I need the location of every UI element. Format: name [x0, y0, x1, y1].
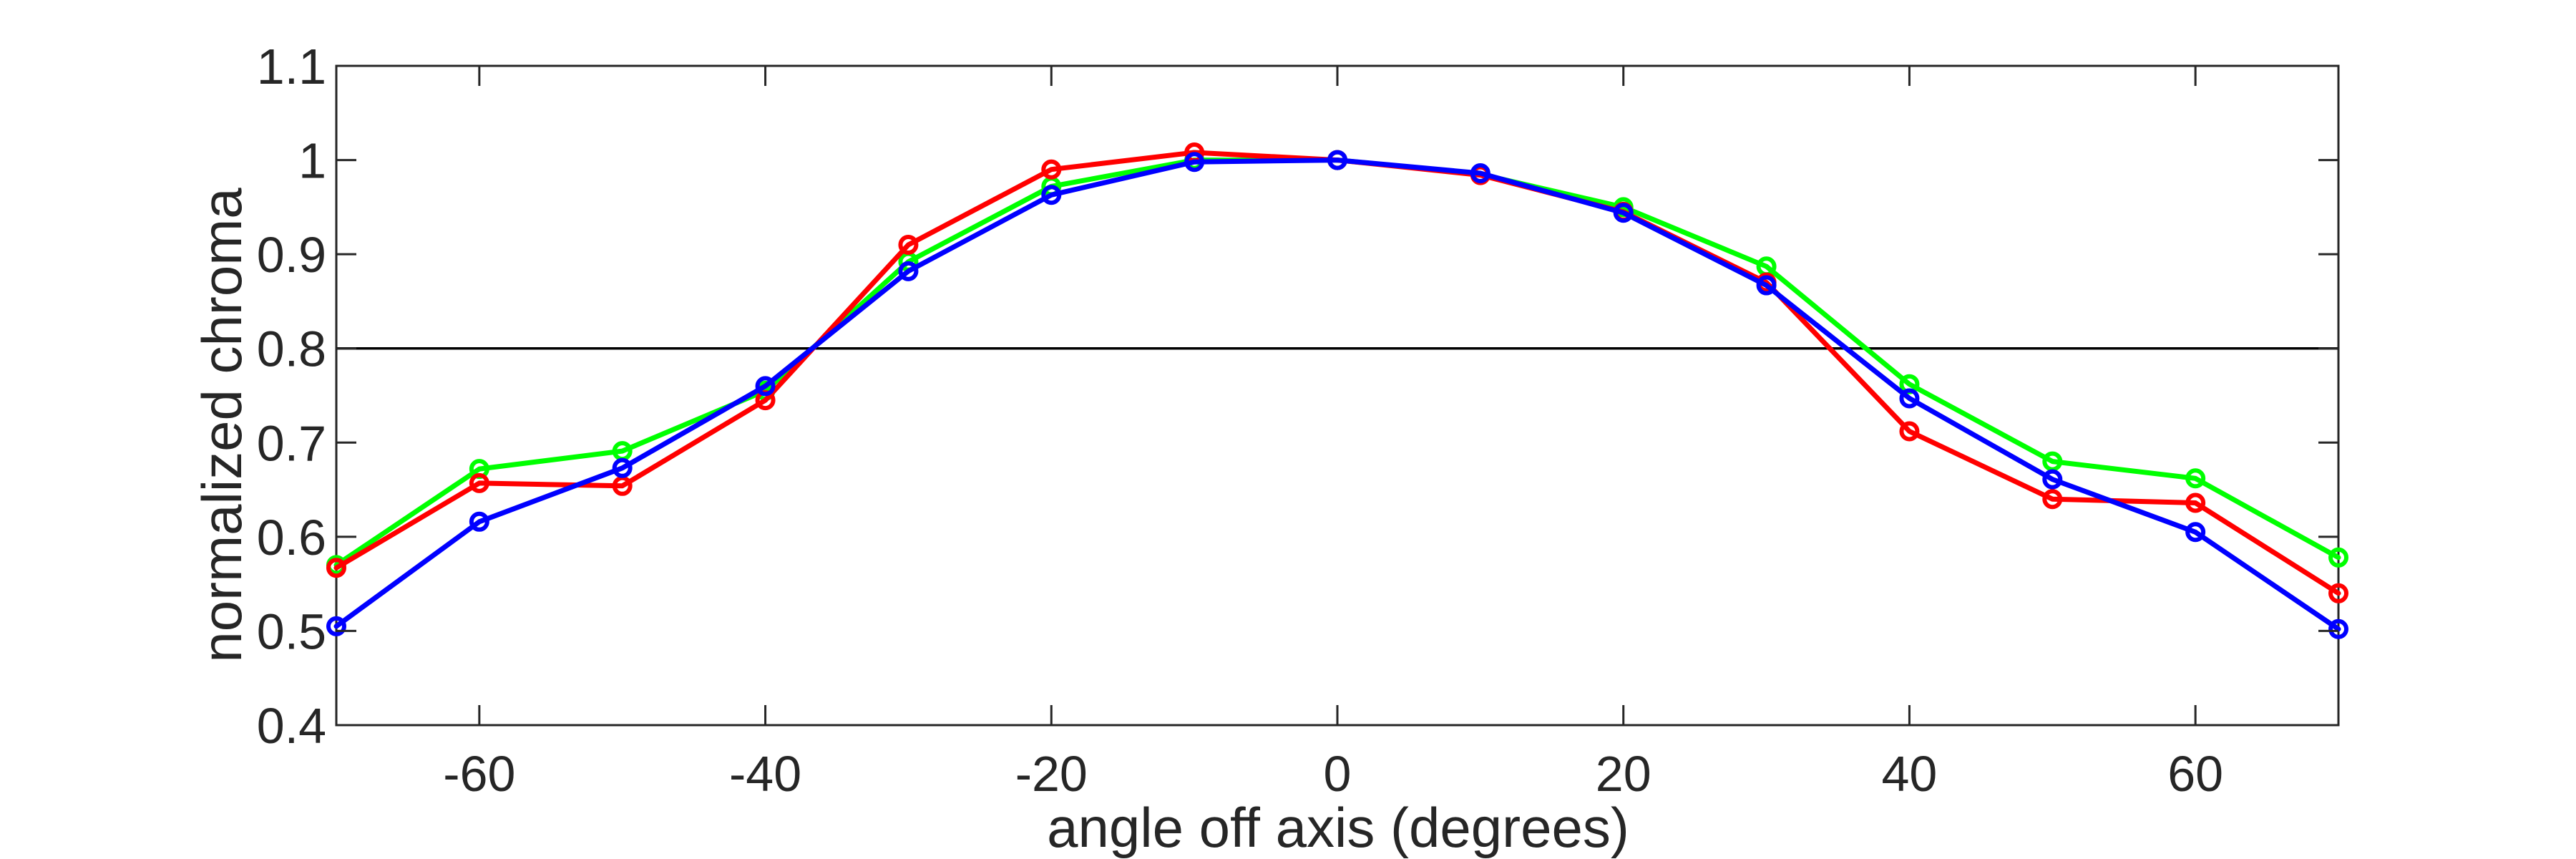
y-tick-label: 0.7 [257, 415, 326, 471]
series-marker [469, 511, 489, 532]
series-marker [2328, 618, 2348, 639]
x-axis-title: angle off axis (degrees) [1047, 796, 1629, 859]
series-marker [612, 457, 633, 478]
x-tick-label: -60 [443, 746, 515, 802]
series-marker [1184, 152, 1205, 173]
series-marker [1899, 421, 1920, 442]
series-marker [2042, 489, 2063, 510]
series-marker [1899, 388, 1920, 409]
series-marker [1470, 162, 1491, 183]
x-tick-label: 0 [1324, 746, 1352, 802]
axis-layer: 0.4 0.5 0.6 0.7 0.8 0.9 1 1.1 -60 -40 -20 0 20 40 60 [257, 39, 2338, 802]
x-tick-label: -20 [1015, 746, 1088, 802]
series-marker [1041, 185, 1062, 205]
series-marker [1327, 150, 1347, 170]
y-tick-label: 0.9 [257, 227, 326, 283]
series-marker [2185, 522, 2206, 543]
series-marker [898, 261, 919, 281]
series-marker [898, 234, 919, 255]
series-3 [326, 150, 2348, 639]
series-marker [1756, 275, 1777, 296]
y-tick-label: 0.6 [257, 510, 326, 566]
series-marker [2328, 583, 2348, 603]
series-marker [2185, 468, 2206, 489]
series-marker [326, 616, 346, 636]
series-marker [469, 472, 489, 493]
x-tick-label: 60 [2167, 746, 2223, 802]
series-layer [326, 142, 2348, 639]
y-tick-label: 0.4 [257, 698, 326, 754]
x-tick-label: 20 [1596, 746, 1652, 802]
series-marker [1613, 203, 1634, 223]
y-tick-label: 1 [298, 133, 326, 189]
series-marker [755, 376, 776, 397]
series-marker [1041, 159, 1062, 180]
series-marker [326, 558, 346, 578]
y-tick-label: 1.1 [257, 39, 326, 94]
series-marker [2042, 469, 2063, 490]
y-tick-label: 0.8 [257, 321, 326, 377]
x-tick-label: 40 [1881, 746, 1937, 802]
series-line [333, 157, 2341, 632]
x-tick-label: -40 [729, 746, 801, 802]
series-marker [2328, 547, 2348, 568]
y-tick-label: 0.5 [257, 603, 326, 659]
y-axis-title: normalized chroma [190, 188, 253, 663]
series-marker [2185, 492, 2206, 513]
